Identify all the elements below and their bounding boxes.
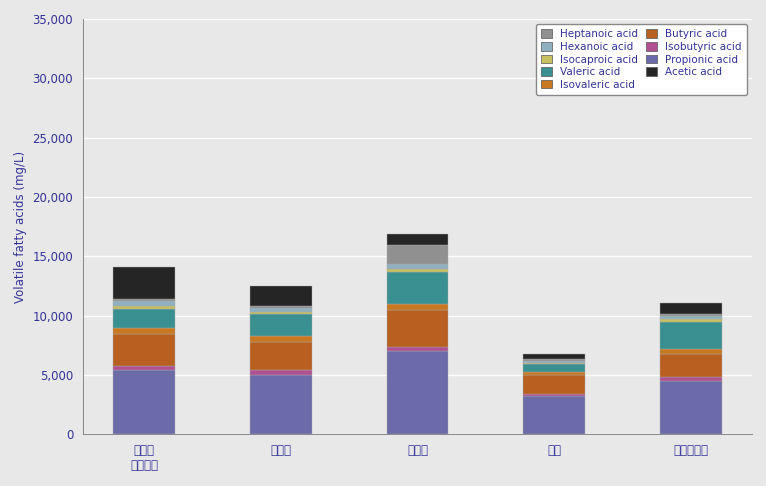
- Bar: [387, 304, 448, 310]
- Bar: [250, 285, 312, 306]
- Bar: [660, 303, 722, 314]
- Bar: [113, 366, 175, 370]
- Bar: [113, 328, 175, 334]
- Bar: [113, 301, 175, 306]
- Y-axis label: Volatile fatty acids (mg/L): Volatile fatty acids (mg/L): [14, 151, 27, 303]
- Bar: [660, 378, 722, 381]
- Bar: [523, 363, 585, 364]
- Bar: [113, 334, 175, 366]
- Bar: [387, 244, 448, 264]
- Bar: [387, 269, 448, 272]
- Bar: [113, 309, 175, 328]
- Bar: [387, 351, 448, 434]
- Bar: [523, 375, 585, 394]
- Bar: [113, 306, 175, 309]
- Bar: [523, 372, 585, 375]
- Bar: [250, 375, 312, 434]
- Bar: [387, 310, 448, 347]
- Bar: [113, 370, 175, 434]
- Bar: [250, 308, 312, 312]
- Bar: [660, 322, 722, 349]
- Bar: [523, 359, 585, 361]
- Bar: [523, 364, 585, 372]
- Bar: [113, 267, 175, 299]
- Bar: [387, 272, 448, 304]
- Bar: [113, 299, 175, 301]
- Bar: [523, 361, 585, 363]
- Bar: [250, 342, 312, 370]
- Bar: [387, 234, 448, 244]
- Legend: Heptanoic acid, Hexanoic acid, Isocaproic acid, Valeric acid, Isovaleric acid, B: Heptanoic acid, Hexanoic acid, Isocaproi…: [536, 24, 747, 95]
- Bar: [660, 319, 722, 322]
- Bar: [660, 354, 722, 378]
- Bar: [660, 349, 722, 354]
- Bar: [660, 316, 722, 319]
- Bar: [387, 264, 448, 269]
- Bar: [523, 354, 585, 359]
- Bar: [250, 312, 312, 314]
- Bar: [250, 370, 312, 375]
- Bar: [660, 314, 722, 316]
- Bar: [250, 306, 312, 308]
- Bar: [387, 347, 448, 351]
- Bar: [523, 394, 585, 397]
- Bar: [523, 397, 585, 434]
- Bar: [250, 336, 312, 342]
- Bar: [250, 314, 312, 336]
- Bar: [660, 381, 722, 434]
